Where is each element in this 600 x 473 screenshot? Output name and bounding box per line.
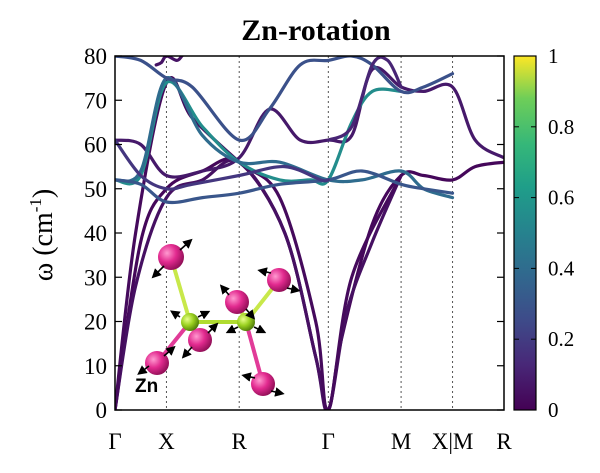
band-optic-mid [115, 138, 330, 191]
y-axis-label: ω (cm-1) [26, 189, 59, 281]
x-tick-label: R [232, 429, 248, 454]
dispersion-curves [115, 56, 504, 410]
y-ticks: 0 10 20 30 40 50 60 70 80 [84, 44, 504, 423]
plot-frame [114, 55, 505, 411]
x-ticks: Γ X R Γ M X|M R [108, 429, 512, 454]
colorbar-tick-label: 0.4 [548, 256, 575, 280]
y-tick-label: 30 [84, 265, 107, 290]
colorbar [513, 55, 537, 411]
y-tick-label: 50 [84, 177, 107, 202]
chart-title: Zn-rotation [241, 14, 391, 47]
band-optic-teal [115, 76, 455, 200]
x-tick-label: Γ [322, 429, 335, 454]
x-tick-label: M [391, 429, 411, 454]
atom-spheres [145, 244, 291, 396]
colorbar-tick-label: 0.6 [548, 186, 574, 210]
x-tick-label: X|M [432, 429, 474, 454]
y-tick-label: 20 [84, 310, 107, 335]
y-tick-label: 40 [84, 221, 107, 246]
y-tick-label: 70 [84, 88, 107, 113]
x-tick-label: X [158, 429, 175, 454]
band-optic-rise [326, 56, 403, 142]
band-optic-dark-top [154, 56, 184, 67]
colorbar-tick-label: 1 [548, 44, 559, 68]
x-tick-label: R [496, 429, 512, 454]
colorbar-tick-label: 0.8 [548, 115, 574, 139]
y-tick-label: 80 [84, 44, 107, 69]
y-tick-label: 0 [96, 398, 108, 423]
y-tick-label: 10 [84, 354, 107, 379]
x-tick-label: Γ [108, 429, 121, 454]
band-optic-52 [115, 169, 455, 205]
y-tick-label: 60 [84, 133, 107, 158]
displacement-arrows [137, 238, 301, 397]
zn-atom-label: Zn [135, 376, 158, 397]
zn-rotation-inset: Zn [135, 238, 301, 397]
band-optic-top [115, 56, 455, 142]
colorbar-tick-label: 0.2 [548, 327, 574, 351]
colorbar-tick-label: 0 [548, 398, 559, 422]
colorbar-ticks: 0 0.2 0.4 0.6 0.8 1 [514, 44, 575, 422]
band-acoustic-2 [115, 158, 403, 410]
band-acoustic-3 [115, 76, 403, 410]
